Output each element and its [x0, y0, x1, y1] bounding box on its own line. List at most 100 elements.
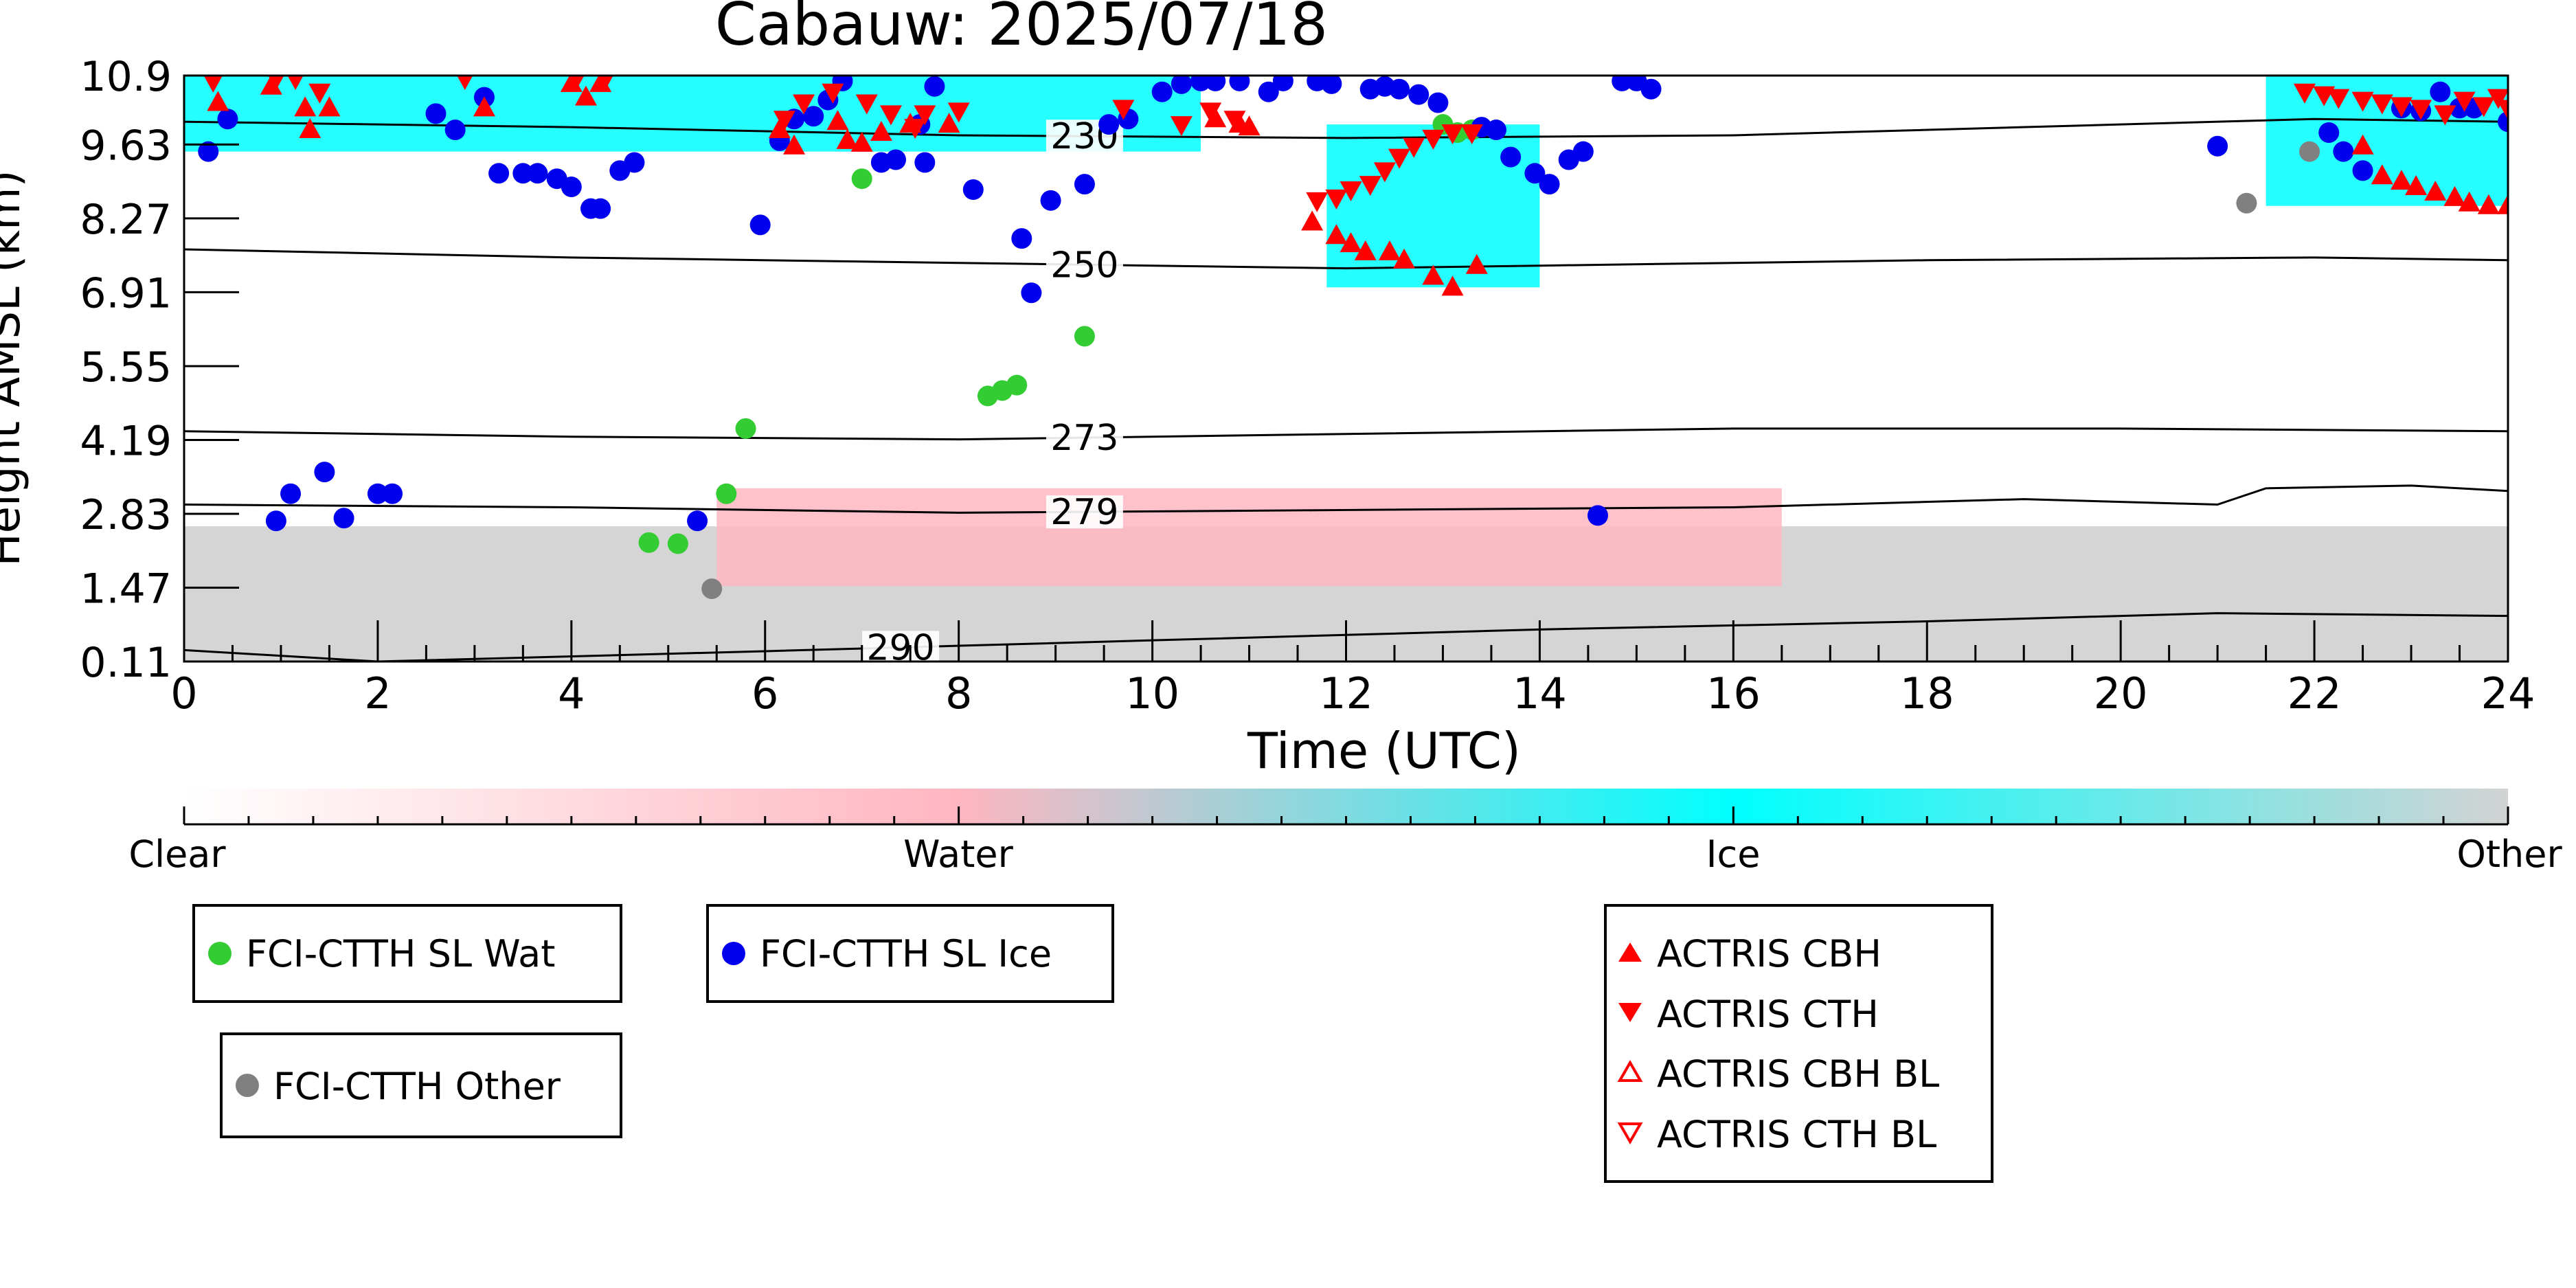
y-tick-label: 4.19	[80, 417, 172, 465]
actris-cth-point	[822, 83, 844, 104]
actris-cbh-point	[1301, 210, 1324, 231]
actris-cbh-point	[826, 110, 849, 131]
x-tick-label: 20	[2094, 668, 2148, 719]
fci-ctth-sl-ice-point	[2318, 122, 2340, 144]
x-tick-label: 0	[170, 668, 197, 719]
actris-cbh-point	[870, 121, 892, 142]
fci-ctth-sl-ice-point	[1272, 76, 1293, 91]
fci-ctth-sl-ice-point	[2498, 111, 2508, 133]
actris-cbh-point	[938, 113, 960, 133]
legend-label-actris-cth: ACTRIS CTH	[1657, 993, 1879, 1036]
fci-ctth-sl-ice-point	[1321, 76, 1342, 94]
fci-ctth-sl-wat-point	[851, 168, 872, 190]
fci-ctth-sl-ice-point	[1229, 76, 1250, 91]
y-tick-label: 2.83	[80, 491, 172, 539]
fci-ctth-sl-ice-point	[1587, 505, 1608, 526]
actris-cbh-point	[473, 96, 495, 117]
fci-ctth-sl-ice-point	[1500, 146, 1522, 168]
x-tick-label: 6	[752, 668, 778, 719]
fci-ctth-sl-ice-point	[624, 152, 645, 173]
legend-marker-other	[236, 1074, 259, 1097]
fci-ctth-sl-ice-point	[2333, 141, 2354, 162]
fci-ctth-sl-ice-point	[1098, 114, 1120, 135]
actris-cbh-point	[1465, 253, 1488, 274]
fci-ctth-sl-ice-point	[512, 163, 534, 184]
fci-ctth-other-point	[2236, 192, 2257, 214]
actris-cth-point	[1325, 189, 1348, 210]
x-tick-label: 22	[2287, 668, 2342, 719]
actris-cth-point	[2293, 83, 2316, 104]
actris-cth-point	[1403, 137, 1425, 158]
actris-cth-point	[904, 119, 927, 139]
legend-label-actris-cth-bl: ACTRIS CTH BL	[1657, 1113, 1936, 1156]
legend-marker-actris-cbh	[1618, 942, 1642, 962]
actris-cbh-point	[1378, 240, 1401, 260]
legend-marker-actris-cth	[1618, 1003, 1642, 1022]
fci-ctth-sl-ice-point	[265, 510, 286, 532]
legend-box	[706, 904, 1114, 1003]
legend-label-sl-ice: FCI-CTTH SL Ice	[760, 932, 1052, 975]
y-tick-label: 1.47	[80, 565, 172, 613]
y-axis-label: Height AMSL (km)	[0, 170, 30, 567]
contour-label-bg	[1046, 495, 1123, 529]
fci-ctth-sl-ice-point	[803, 106, 824, 127]
legend-actris: ACTRIS CBH ACTRIS CTH ACTRIS CBH BL ACTR…	[1604, 904, 1993, 1183]
legend-sl-ice: FCI-CTTH SL Ice	[706, 904, 1114, 1003]
x-tick-label: 4	[558, 668, 585, 719]
actris-cth-point	[2410, 100, 2432, 120]
actris-cbh-point	[2351, 134, 2374, 155]
legend-label-other: FCI-CTTH Other	[273, 1065, 561, 1108]
fci-ctth-sl-ice-point	[1524, 163, 1546, 184]
y-tick-label: 6.91	[80, 269, 172, 317]
fci-ctth-sl-ice-point	[382, 483, 403, 504]
actris-cth-point	[2434, 105, 2456, 126]
x-tick-label: 18	[1900, 668, 1954, 719]
actris-cbh-point	[294, 96, 317, 117]
actris-cbh-point	[207, 91, 229, 111]
actris-cth-point	[457, 76, 473, 90]
legend-marker-sl-ice	[722, 942, 745, 965]
actris-cth-point	[568, 76, 585, 90]
actris-cth-point	[793, 94, 815, 115]
series-markers	[198, 76, 2508, 600]
x-tick-label: 12	[1319, 668, 1373, 719]
actris-cbh-point	[2390, 170, 2413, 190]
contour-line-279	[184, 484, 2508, 514]
actris-cbh-point	[1422, 264, 1445, 285]
actris-cth-point	[1422, 129, 1445, 150]
fci-ctth-sl-ice-point	[1171, 76, 1192, 94]
colorbar-ticks	[183, 806, 2509, 824]
actris-cbh-point	[1441, 275, 1464, 296]
y-tick-label: 10.9	[80, 53, 172, 101]
actris-cbh-point	[2497, 194, 2508, 214]
actris-cth-point	[773, 111, 795, 131]
fci-ctth-sl-ice-point	[687, 510, 708, 532]
x-tick-label: 2	[364, 668, 391, 719]
actris-cth-point	[879, 105, 902, 126]
fci-ctth-sl-ice-point	[198, 141, 219, 162]
actris-cbh-point	[299, 118, 321, 139]
actris-cth-point	[1340, 181, 1362, 202]
chart-title: Cabauw: 2025/07/18	[715, 0, 1328, 59]
actris-cbh-point	[1325, 224, 1348, 245]
fci-ctth-sl-wat-point	[667, 533, 688, 554]
actris-cbh-point	[260, 76, 282, 95]
fci-ctth-other-point	[2299, 141, 2320, 162]
actris-cbh-point	[1354, 240, 1377, 260]
fci-ctth-sl-ice-point	[280, 483, 302, 504]
y-tick-label: 0.11	[80, 639, 172, 687]
legend-marker-actris-cth-bl	[1617, 1122, 1643, 1145]
actris-cth-point	[914, 105, 936, 126]
actris-cth-point	[947, 102, 970, 123]
x-axis-label: Time (UTC)	[1247, 722, 1521, 780]
colorbar: Clear Water Ice Other	[128, 789, 2562, 876]
legend-label-actris-cbh: ACTRIS CBH	[1657, 932, 1882, 975]
fci-ctth-sl-ice-point	[1427, 92, 1449, 113]
actris-cth-point	[2390, 97, 2413, 117]
actris-cbh-point	[836, 128, 859, 149]
fci-ctth-sl-ice-point	[1258, 81, 1279, 102]
contour-label-250: 250	[1050, 245, 1118, 286]
actris-cth-point	[1359, 176, 1381, 196]
fci-ctth-sl-ice-point	[749, 214, 771, 236]
fci-ctth-sl-ice-point	[527, 163, 548, 184]
